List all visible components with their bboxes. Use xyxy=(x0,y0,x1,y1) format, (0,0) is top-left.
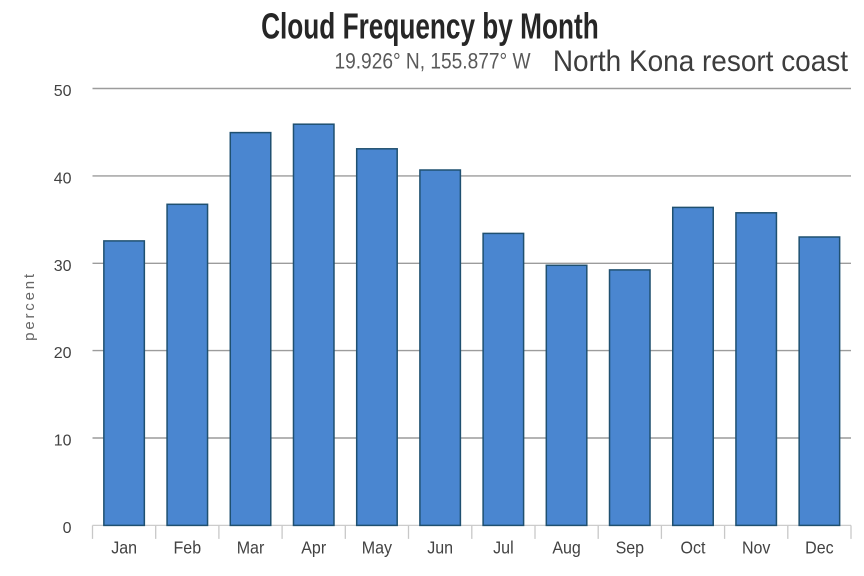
svg-text:Dec: Dec xyxy=(805,538,834,558)
svg-text:Jan: Jan xyxy=(111,538,137,558)
svg-text:0: 0 xyxy=(63,520,72,537)
svg-text:percent: percent xyxy=(21,271,38,341)
svg-text:May: May xyxy=(362,538,393,558)
svg-text:40: 40 xyxy=(54,170,72,187)
svg-text:19.926° N, 155.877° W: 19.926° N, 155.877° W xyxy=(334,49,531,74)
svg-text:North Kona resort coast: North Kona resort coast xyxy=(553,45,848,78)
svg-text:Cloud Frequency by Month: Cloud Frequency by Month xyxy=(261,7,599,47)
svg-text:Sep: Sep xyxy=(616,538,644,558)
svg-text:Aug: Aug xyxy=(552,538,580,558)
svg-text:Apr: Apr xyxy=(301,538,326,558)
svg-text:20: 20 xyxy=(54,345,72,362)
svg-text:30: 30 xyxy=(54,258,72,275)
svg-text:Mar: Mar xyxy=(237,538,265,558)
svg-text:Jun: Jun xyxy=(427,538,453,558)
svg-text:50: 50 xyxy=(54,83,72,100)
svg-text:Oct: Oct xyxy=(681,538,706,558)
svg-text:10: 10 xyxy=(54,433,72,450)
svg-text:Nov: Nov xyxy=(742,538,771,558)
svg-text:Feb: Feb xyxy=(174,538,202,558)
svg-text:Jul: Jul xyxy=(493,538,513,558)
